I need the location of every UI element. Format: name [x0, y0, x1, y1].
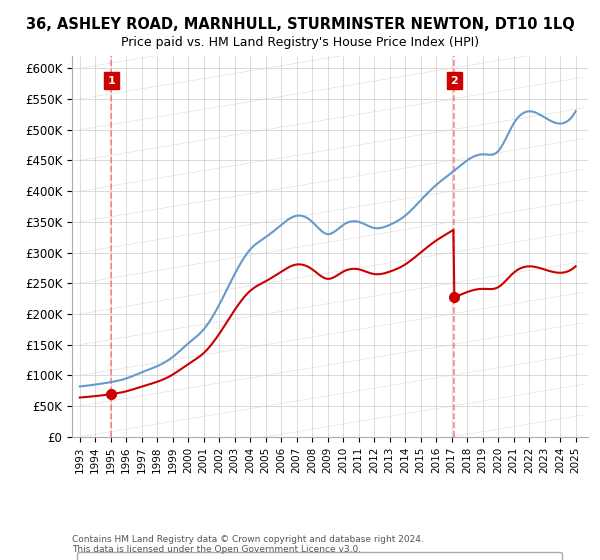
Legend: 36, ASHLEY ROAD, MARNHULL, STURMINSTER NEWTON, DT10 1LQ (detached house), HPI: A: 36, ASHLEY ROAD, MARNHULL, STURMINSTER N… — [77, 552, 562, 560]
Text: Price paid vs. HM Land Registry's House Price Index (HPI): Price paid vs. HM Land Registry's House … — [121, 36, 479, 49]
Text: Contains HM Land Registry data © Crown copyright and database right 2024.
This d: Contains HM Land Registry data © Crown c… — [72, 535, 424, 554]
Text: 2: 2 — [451, 76, 458, 86]
Text: 1: 1 — [107, 76, 115, 86]
Text: 36, ASHLEY ROAD, MARNHULL, STURMINSTER NEWTON, DT10 1LQ: 36, ASHLEY ROAD, MARNHULL, STURMINSTER N… — [26, 17, 574, 32]
